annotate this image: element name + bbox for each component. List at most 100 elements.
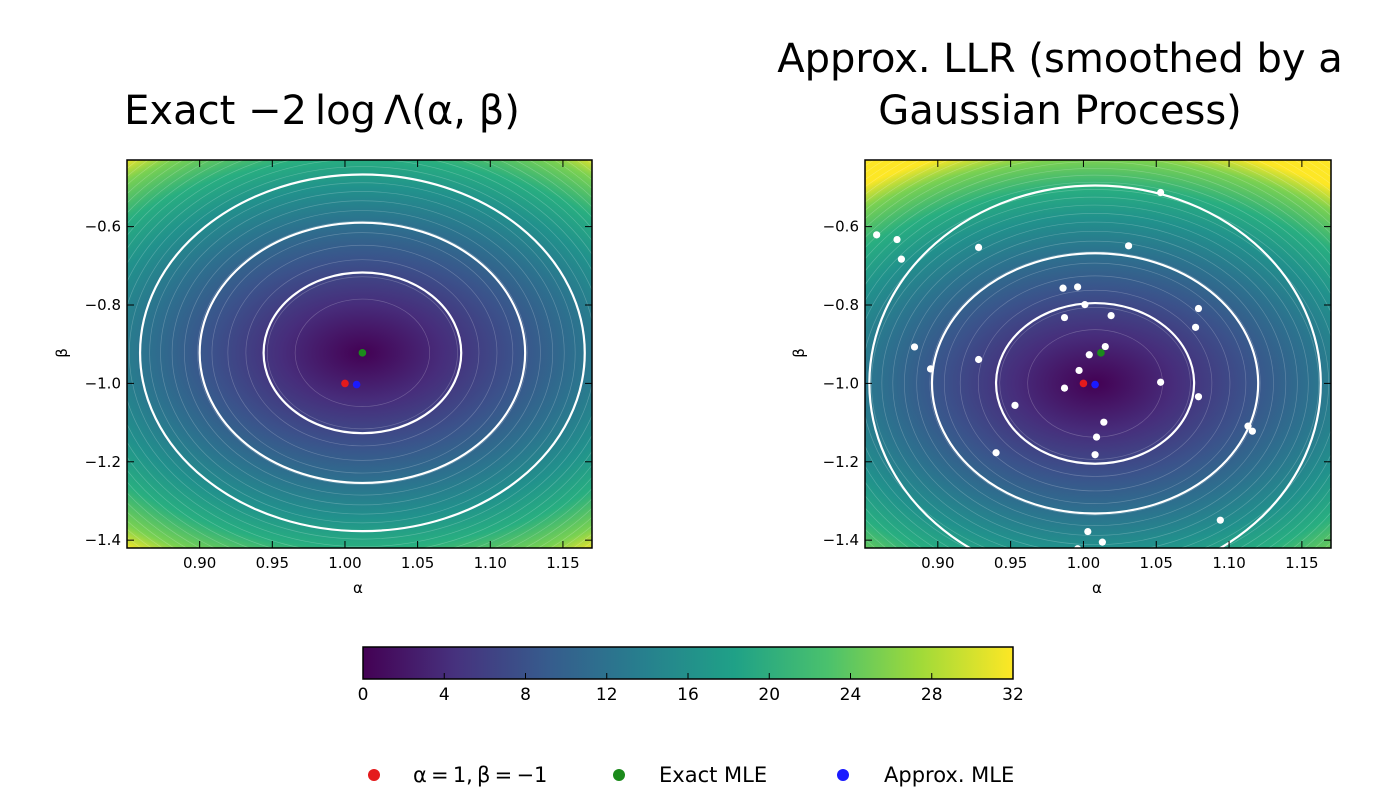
- x-tick-label: 0.95: [256, 554, 289, 572]
- iso-contour: [171, 200, 554, 506]
- iso-contour: [865, 168, 1331, 548]
- colorbar-tick-label: 20: [758, 685, 780, 705]
- confidence-contour-3: [138, 173, 586, 533]
- iso-contour: [929, 251, 1261, 516]
- iso-contour: [294, 298, 431, 407]
- iso-contour: [227, 244, 498, 461]
- x-axis-label: α: [1092, 579, 1102, 597]
- sample-point: [1011, 401, 1019, 409]
- x-axis: 0.90 0.95 1.00 1.05 1.10 1.15: [183, 160, 580, 572]
- sample-point: [1098, 538, 1106, 546]
- plot-frame: [126, 159, 593, 549]
- x-axis: 0.90 0.95 1.00 1.05 1.10 1.15: [921, 160, 1319, 572]
- colorbar-tick-label: 12: [596, 685, 618, 705]
- sample-point: [1074, 283, 1082, 291]
- sample-point: [1248, 427, 1256, 435]
- iso-contour: [892, 221, 1298, 546]
- x-axis-label: α: [353, 579, 363, 597]
- sample-point: [1074, 545, 1082, 548]
- iso-contour: [149, 182, 576, 524]
- sample-point: [1084, 527, 1092, 536]
- colorbar-tick-label: 4: [439, 685, 450, 705]
- y-tick-label: −1.2: [823, 453, 859, 471]
- sample-point: [1244, 422, 1252, 430]
- confidence-contour-2: [930, 252, 1260, 515]
- sample-point: [926, 365, 935, 373]
- iso-contour: [865, 189, 1331, 548]
- legend-exact-mle-label: Exact MLE: [659, 763, 767, 787]
- sample-point: [1085, 351, 1093, 359]
- truth-point: [341, 379, 349, 388]
- exact-llr-title: Exact −2 log Λ(α, β): [124, 88, 520, 134]
- x-tick-label: 1.00: [1067, 554, 1100, 572]
- iso-contour: [129, 166, 592, 540]
- approx-mle-point: [352, 380, 361, 389]
- x-tick-label: 1.05: [401, 554, 434, 572]
- approx-llr-title-line-2: Gaussian Process): [878, 88, 1242, 134]
- iso-contour: [881, 213, 1309, 548]
- sample-point: [974, 243, 983, 251]
- y-tick-label: −1.4: [85, 531, 121, 549]
- x-tick-label: 0.90: [921, 554, 954, 572]
- legend-approx-mle-marker: [837, 769, 849, 781]
- sample-point: [1124, 242, 1133, 250]
- sample-point: [992, 449, 1000, 457]
- iso-contour: [197, 220, 528, 485]
- iso-contour: [865, 174, 1331, 548]
- confidence-contour-1: [994, 301, 1196, 465]
- colorbar: 0 4 8 12 16 20 24 28 32: [358, 646, 1024, 705]
- y-tick-label: −0.6: [85, 218, 121, 236]
- x-tick-label: 1.15: [546, 554, 579, 572]
- sample-point: [1194, 304, 1203, 313]
- colorbar-tick-label: 8: [520, 685, 531, 705]
- colorbar-tick-label: 16: [677, 685, 699, 705]
- y-tick-label: −0.6: [823, 218, 859, 236]
- x-tick-label: 1.10: [474, 554, 507, 572]
- gp-sample-points: [873, 188, 1256, 548]
- iso-contour: [959, 275, 1231, 492]
- plot-frame: [864, 159, 1332, 549]
- y-tick-label: −1.2: [85, 453, 121, 471]
- iso-contour: [865, 161, 1331, 548]
- approx-llr-panel: Approx. LLR (smoothed by a Gaussian Proc…: [777, 36, 1343, 597]
- sample-point: [1194, 393, 1203, 401]
- iso-contour: [865, 181, 1331, 548]
- iso-contour: [999, 307, 1191, 460]
- y-axis-label: β: [790, 348, 808, 358]
- x-tick-label: 0.95: [994, 554, 1027, 572]
- sample-point: [1092, 433, 1101, 441]
- iso-contour: [943, 262, 1247, 504]
- truth-point: [1079, 379, 1088, 388]
- y-tick-label: −0.8: [85, 296, 121, 314]
- approx-llr-title-line-1: Approx. LLR (smoothed by a: [777, 36, 1343, 82]
- iso-contour: [184, 210, 541, 496]
- x-tick-label: 1.05: [1140, 554, 1173, 572]
- sample-point: [1091, 451, 1099, 459]
- exact-mle-point: [358, 349, 367, 357]
- sample-point: [893, 235, 901, 244]
- sample-point: [910, 343, 919, 351]
- iso-contour: [916, 240, 1274, 527]
- iso-contour: [211, 232, 514, 474]
- colorbar-tick-label: 28: [921, 685, 943, 705]
- y-tick-label: −0.8: [823, 296, 859, 314]
- legend: α = 1, β = −1 Exact MLE Approx. MLE: [368, 763, 1014, 787]
- sample-point: [1059, 284, 1067, 292]
- exact-llr-panel: Exact −2 log Λ(α, β) 0.90 0.95 1.00 1.05 1.1…: [53, 88, 593, 597]
- legend-truth-marker: [368, 769, 380, 781]
- sample-point: [873, 231, 881, 239]
- x-tick-label: 1.10: [1212, 554, 1245, 572]
- sample-point: [1191, 323, 1200, 331]
- sample-point: [1157, 188, 1165, 197]
- colorbar-tick-label: 32: [1002, 685, 1024, 705]
- sample-point: [1060, 384, 1069, 392]
- sample-point: [1157, 378, 1165, 386]
- iso-contour: [266, 276, 458, 430]
- sample-point: [974, 355, 983, 364]
- legend-exact-mle-marker: [613, 769, 625, 781]
- sample-point: [1075, 366, 1083, 375]
- confidence-contour-2: [198, 221, 527, 485]
- confidence-contour-1: [262, 271, 463, 435]
- legend-approx-mle-label: Approx. MLE: [884, 763, 1014, 787]
